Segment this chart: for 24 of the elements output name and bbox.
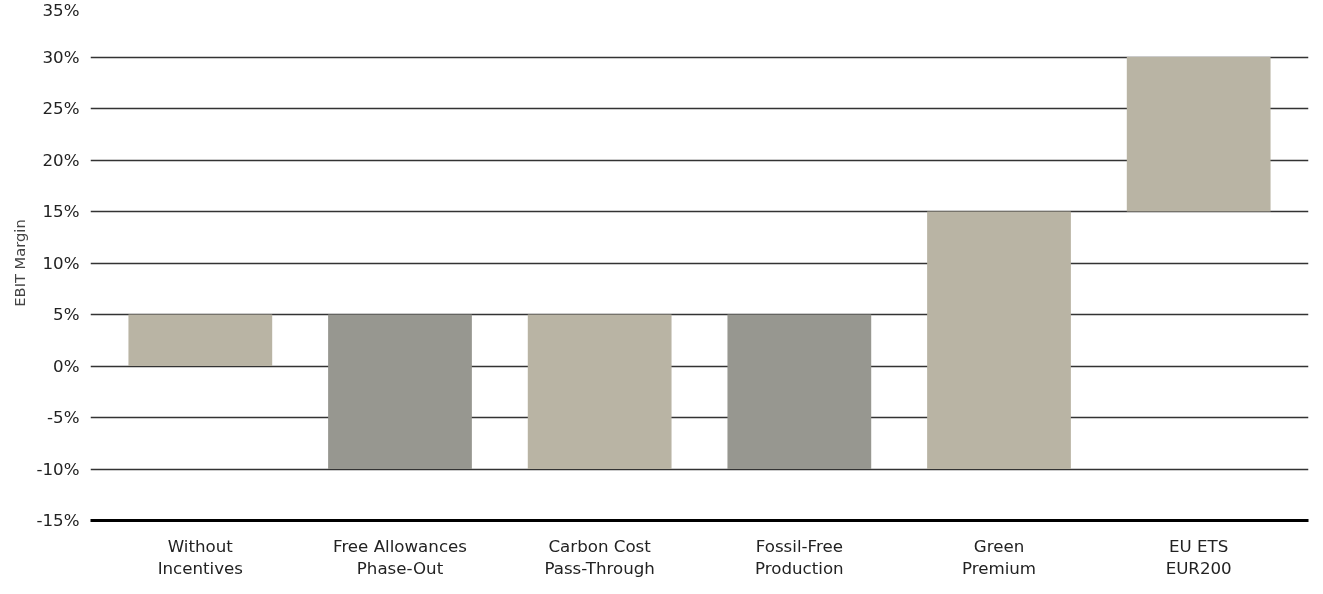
y-tick-label: 10% [42, 253, 80, 273]
x-tick-label: EU ETS EUR200 [1165, 536, 1232, 579]
x-tick-label: Fossil-Free Production [755, 536, 844, 579]
bar [727, 314, 872, 469]
y-tick-label: 20% [42, 150, 80, 170]
y-tick-label: 0% [53, 356, 80, 376]
y-axis-title: EBIT Margin [11, 219, 29, 307]
y-tick-label: -5% [47, 408, 80, 427]
y-tick-label: 5% [53, 305, 80, 324]
bar [1126, 57, 1271, 212]
y-tick-label: 35% [42, 0, 80, 20]
y-tick-label: -15% [36, 511, 80, 530]
y-tick-label: 30% [42, 47, 80, 67]
x-tick-label: Free Allowances Phase-Out [333, 536, 467, 579]
x-tick-label: Carbon Cost Pass-Through [544, 536, 655, 579]
y-tick-label: 25% [42, 99, 80, 118]
y-tick-label: -10% [36, 459, 80, 479]
x-tick-label: Green Premium [961, 536, 1037, 579]
bar [927, 211, 1071, 469]
x-tick-label: Without Incentives [157, 536, 244, 579]
y-tick-label: 15% [42, 202, 80, 221]
bar [328, 314, 472, 469]
bar [527, 314, 672, 469]
bar [128, 314, 273, 366]
